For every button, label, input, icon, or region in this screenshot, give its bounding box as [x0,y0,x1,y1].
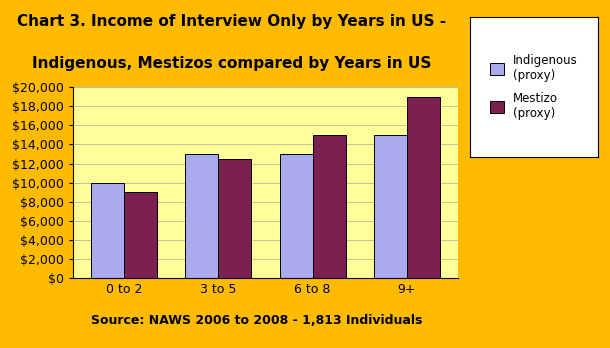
Bar [407,96,440,278]
Bar [91,183,124,278]
Text: Source: NAWS 2006 to 2008 - 1,813 Individuals: Source: NAWS 2006 to 2008 - 1,813 Indivi… [90,314,422,327]
Legend: Indigenous
(proxy), Mestizo
(proxy): Indigenous (proxy), Mestizo (proxy) [484,48,584,126]
Bar [124,192,157,278]
Bar [374,135,407,278]
Bar [185,154,218,278]
Bar [279,154,312,278]
Bar [312,135,346,278]
Bar [218,159,251,278]
Text: Chart 3. Income of Interview Only by Years in US -: Chart 3. Income of Interview Only by Yea… [17,14,447,29]
Text: Indigenous, Mestizos compared by Years in US: Indigenous, Mestizos compared by Years i… [32,56,431,71]
